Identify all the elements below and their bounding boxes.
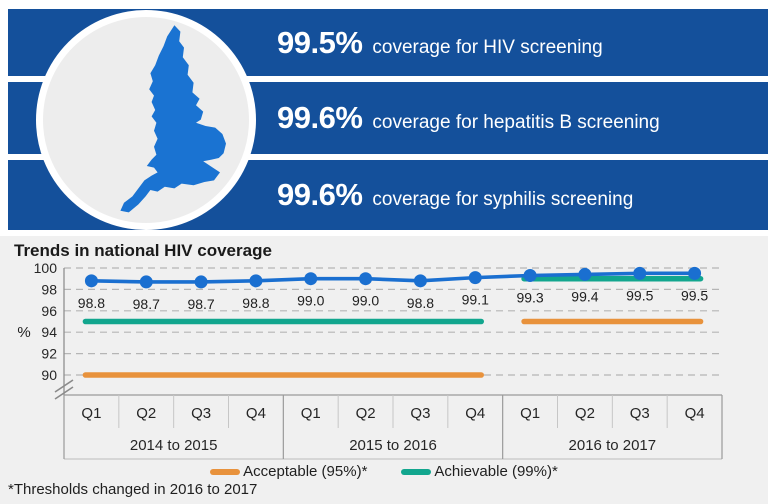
- svg-text:Q3: Q3: [410, 405, 430, 422]
- svg-text:99.0: 99.0: [297, 293, 324, 309]
- data-point: [523, 268, 537, 282]
- data-point: [688, 266, 702, 280]
- svg-text:94: 94: [41, 324, 57, 340]
- hiv-coverage-value: 99.5%: [277, 24, 363, 60]
- svg-text:Q2: Q2: [575, 405, 595, 422]
- chart-footnote: *Thresholds changed in 2016 to 2017: [8, 481, 258, 498]
- acceptable-line-swatch-icon: [210, 468, 241, 475]
- achievable-legend-label: Achievable (99%)*: [434, 463, 558, 480]
- svg-text:99.5: 99.5: [626, 287, 653, 303]
- achievable-line-swatch-icon: [401, 468, 432, 475]
- svg-text:99.3: 99.3: [516, 289, 543, 305]
- svg-text:99.0: 99.0: [352, 293, 379, 309]
- banner-syphilis-text: 99.6% coverage for syphilis screening: [8, 177, 633, 213]
- data-point-labels: 98.8 98.7 98.7 98.8 99.0 99.0 98.8 99.1 99.3 99.4…: [78, 287, 709, 312]
- svg-text:Q3: Q3: [630, 405, 650, 422]
- y-axis: [54, 268, 74, 400]
- svg-text:2016 to 2017: 2016 to 2017: [569, 437, 657, 454]
- svg-text:98.7: 98.7: [133, 296, 160, 312]
- data-point: [578, 267, 592, 281]
- svg-text:99.5: 99.5: [681, 287, 708, 303]
- acceptable-legend-label: Acceptable (95%)*: [243, 463, 368, 480]
- data-point: [194, 275, 208, 289]
- data-point: [359, 272, 373, 286]
- banner-hepb-text: 99.6% coverage for hepatitis B screening: [8, 100, 660, 136]
- svg-text:Q2: Q2: [356, 405, 376, 422]
- svg-text:2014 to 2015: 2014 to 2015: [130, 437, 218, 454]
- data-point: [304, 272, 318, 286]
- hepb-coverage-value: 99.6%: [277, 100, 363, 135]
- hepb-coverage-label: coverage for hepatitis B screening: [372, 112, 660, 133]
- svg-text:Q2: Q2: [136, 405, 156, 422]
- chart-legend: Acceptable (95%)* Achievable (99%)*: [0, 463, 768, 480]
- x-axis-table: 2014 to 2015 2015 to 2016 2016 to 2017 Q1 Q2…: [63, 394, 723, 460]
- data-point: [249, 274, 263, 288]
- svg-text:99.1: 99.1: [462, 292, 489, 308]
- banner-hiv-text: 99.5% coverage for HIV screening: [8, 25, 603, 61]
- chart-title: Trends in national HIV coverage: [14, 241, 272, 260]
- svg-text:Q1: Q1: [520, 405, 540, 422]
- syphilis-coverage-label: coverage for syphilis screening: [372, 189, 634, 210]
- svg-text:98.8: 98.8: [407, 295, 434, 311]
- svg-text:98: 98: [41, 281, 57, 297]
- svg-text:Q3: Q3: [191, 405, 211, 422]
- legend-item-achievable: Achievable (99%)*: [401, 463, 558, 480]
- data-point: [413, 274, 427, 288]
- svg-text:2015 to 2016: 2015 to 2016: [349, 437, 437, 454]
- data-point: [139, 275, 153, 289]
- svg-text:92: 92: [41, 346, 57, 362]
- svg-text:98.8: 98.8: [242, 295, 269, 311]
- threshold-lines: [82, 275, 704, 378]
- svg-text:96: 96: [41, 303, 57, 319]
- summary-banners-section: 99.5% coverage for HIV screening 99.6% c…: [0, 0, 768, 236]
- hiv-coverage-label: coverage for HIV screening: [372, 36, 603, 58]
- svg-text:Q1: Q1: [81, 405, 101, 422]
- svg-text:Q4: Q4: [685, 405, 705, 422]
- syphilis-coverage-value: 99.6%: [277, 177, 363, 212]
- svg-text:%: %: [17, 324, 30, 341]
- svg-text:99.4: 99.4: [571, 288, 598, 304]
- data-point: [84, 274, 98, 288]
- svg-text:98.7: 98.7: [187, 296, 214, 312]
- data-point: [468, 271, 482, 285]
- legend-item-acceptable: Acceptable (95%)*: [210, 463, 367, 480]
- svg-text:90: 90: [41, 367, 57, 383]
- svg-text:Q1: Q1: [301, 405, 321, 422]
- data-point: [633, 266, 647, 280]
- svg-text:100: 100: [34, 262, 58, 276]
- trend-chart-panel: Trends in national HIV coverage 100 98 96 9…: [0, 236, 768, 504]
- svg-text:Q4: Q4: [465, 405, 485, 422]
- coverage-series-line: [84, 266, 702, 289]
- england-map-icon: [120, 25, 226, 213]
- svg-text:98.8: 98.8: [78, 295, 105, 311]
- svg-text:Q4: Q4: [246, 405, 266, 422]
